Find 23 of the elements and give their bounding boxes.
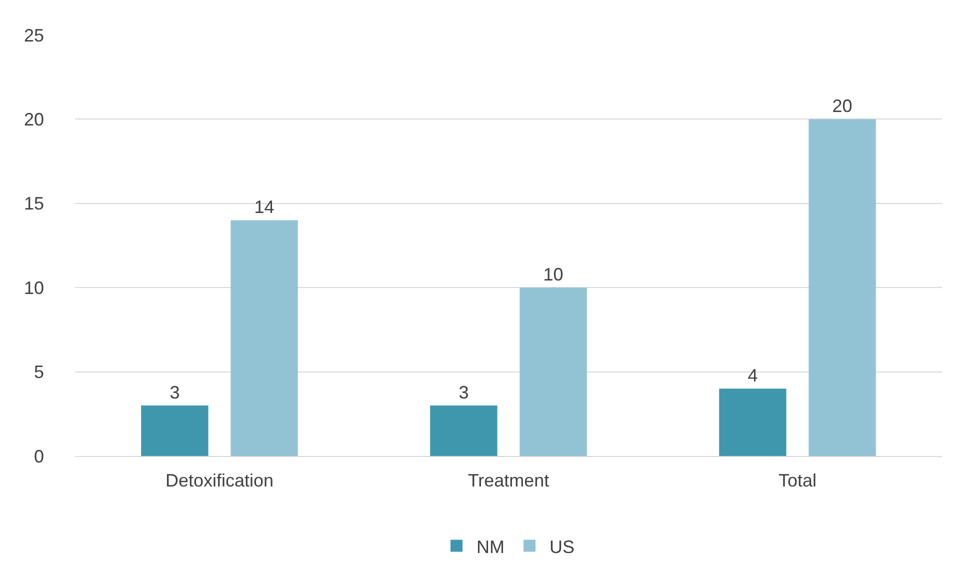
bar bbox=[520, 288, 587, 456]
data-label: 14 bbox=[254, 197, 274, 218]
x-tick-label: Total bbox=[778, 470, 817, 491]
data-label: 3 bbox=[458, 382, 469, 402]
legend-label: US bbox=[550, 536, 575, 557]
bar bbox=[141, 405, 208, 456]
y-tick-label: 20 bbox=[24, 110, 44, 130]
y-tick-label: 10 bbox=[24, 278, 44, 298]
legend-label: NM bbox=[476, 536, 504, 557]
y-tick-label: 25 bbox=[24, 25, 44, 46]
bar bbox=[808, 119, 876, 456]
data-label: 3 bbox=[170, 382, 180, 402]
x-tick-label: Treatment bbox=[468, 470, 550, 491]
bar bbox=[430, 405, 498, 456]
bar bbox=[230, 220, 298, 456]
data-label: 20 bbox=[832, 96, 852, 116]
x-tick-label: Detoxification bbox=[165, 470, 274, 491]
bar bbox=[719, 388, 786, 456]
y-tick-label: 15 bbox=[24, 194, 44, 214]
y-tick-label: 0 bbox=[34, 446, 44, 466]
data-label: 4 bbox=[748, 366, 758, 386]
y-tick-label: 5 bbox=[34, 362, 44, 382]
data-label: 10 bbox=[543, 264, 564, 285]
